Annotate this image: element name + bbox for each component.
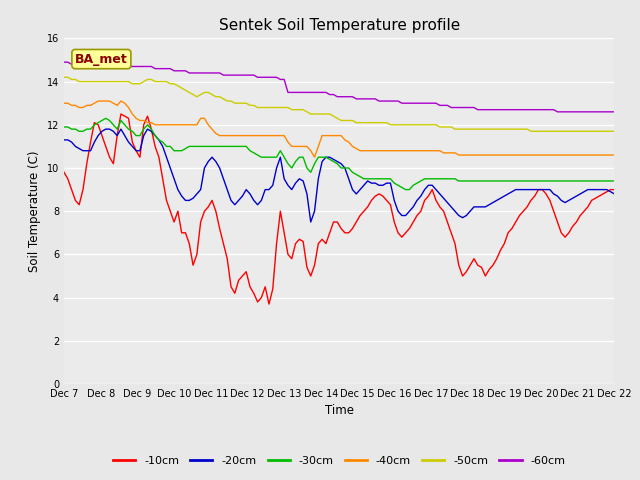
X-axis label: Time: Time	[324, 405, 354, 418]
Text: BA_met: BA_met	[75, 53, 128, 66]
Y-axis label: Soil Temperature (C): Soil Temperature (C)	[28, 150, 41, 272]
Legend: -10cm, -20cm, -30cm, -40cm, -50cm, -60cm: -10cm, -20cm, -30cm, -40cm, -50cm, -60cm	[109, 452, 570, 471]
Title: Sentek Soil Temperature profile: Sentek Soil Temperature profile	[219, 18, 460, 33]
